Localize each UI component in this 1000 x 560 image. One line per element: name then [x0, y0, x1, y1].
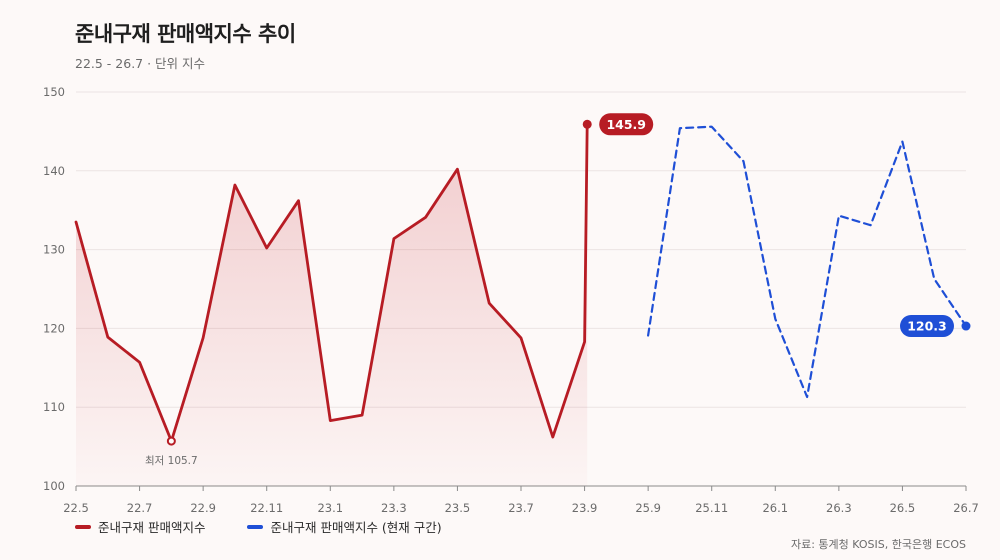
x-tick-label: 22.5: [63, 501, 89, 515]
value-badge-label: 145.9: [606, 117, 646, 132]
value-badge: [900, 315, 954, 338]
x-tick-label: 22.9: [190, 501, 216, 515]
legend-label-series-1: 준내구재 판매액지수: [98, 520, 206, 535]
legend-item-series-2: 준내구재 판매액지수 (현재 구간): [247, 517, 442, 536]
x-tick-label: 25.9: [635, 501, 661, 515]
source-note: 자료: 통계청 KOSIS, 한국은행 ECOS: [790, 538, 966, 551]
x-tick-label: 23.7: [508, 501, 534, 515]
y-tick-label: 150: [43, 85, 65, 99]
series-1-line: [74, 122, 589, 443]
chart-subtitle: 22.5 - 26.7 · 단위 지수: [75, 56, 206, 71]
legend-swatch-series-2: [247, 524, 264, 529]
series-2-line: [647, 125, 968, 399]
series-1-end-marker: [582, 119, 592, 129]
x-tick-label: 26.7: [953, 501, 979, 515]
x-tick-label: 22.7: [127, 501, 153, 515]
x-tick-label: 26.1: [762, 501, 788, 515]
legend-swatch-series-1: [75, 524, 91, 529]
legend-item-series-1: 준내구재 판매액지수: [75, 517, 205, 536]
min-point-label: 최저 105.7: [145, 455, 198, 467]
chart-title: 준내구재 판매액지수 추이: [75, 22, 296, 46]
x-tick-label: 22.11: [250, 501, 283, 515]
x-tick-label: 26.5: [890, 501, 916, 515]
chart-legend: 준내구재 판매액지수 준내구재 판매액지수 (현재 구간): [75, 517, 442, 536]
x-tick-label: 25.11: [695, 501, 728, 515]
x-tick-label: 26.3: [826, 501, 852, 515]
x-tick-label: 23.3: [381, 501, 407, 515]
x-tick-label: 23.9: [572, 501, 598, 515]
value-badge-label: 120.3: [907, 319, 947, 334]
y-tick-label: 140: [43, 164, 65, 178]
legend-label-series-2: 준내구재 판매액지수 (현재 구간): [270, 520, 442, 535]
series-2-end-marker: [961, 321, 971, 331]
y-tick-label: 130: [43, 243, 65, 257]
min-point-marker: [166, 436, 176, 446]
x-tick-label: 23.1: [317, 501, 343, 515]
value-badge: [599, 113, 654, 136]
series-1-area: [76, 124, 588, 487]
x-tick-label: 23.5: [445, 501, 471, 515]
y-tick-label: 120: [43, 321, 65, 335]
y-tick-label: 110: [43, 400, 65, 414]
y-tick-label: 100: [43, 479, 65, 493]
